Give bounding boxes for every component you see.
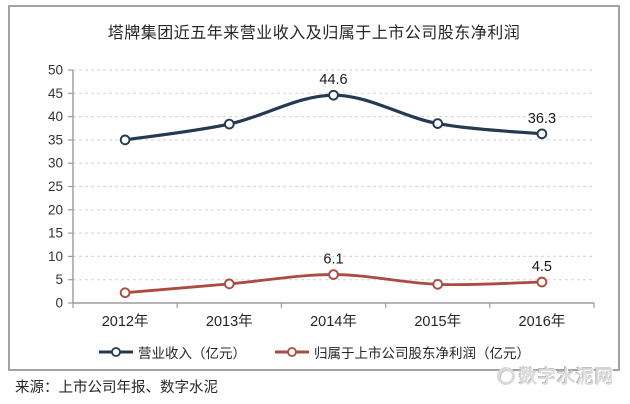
watermark-text: 数字水泥网 <box>519 367 614 387</box>
data-point <box>536 128 548 140</box>
legend-item-net-profit: 归属于上市公司股东净利润（亿元） <box>274 342 530 362</box>
y-tick-label: 30 <box>48 156 63 171</box>
y-tick-label: 40 <box>48 109 63 124</box>
y-tick-label: 10 <box>48 249 63 264</box>
data-point <box>432 118 444 129</box>
data-point <box>432 279 444 290</box>
data-point-label: 44.6 <box>319 72 347 88</box>
chart-legend: 营业收入（亿元） 归属于上市公司股东净利润（亿元） <box>8 341 620 363</box>
data-point-label: 4.5 <box>532 259 552 275</box>
data-point-label: 6.1 <box>323 252 343 268</box>
y-tick-label: 35 <box>48 132 63 147</box>
x-axis-label: 2013年 <box>206 313 253 330</box>
data-point <box>223 278 235 290</box>
y-tick-label: 20 <box>48 202 63 217</box>
series-line-0 <box>123 93 544 142</box>
data-point <box>328 89 339 101</box>
y-tick-label: 50 <box>48 63 63 78</box>
y-tick-label: 25 <box>48 179 63 194</box>
data-point <box>119 287 131 299</box>
digital-cement-logo-icon <box>497 367 515 385</box>
chart-title: 塔牌集团近五年来营业收入及归属于上市公司股东净利润 <box>107 25 521 42</box>
source-text: 来源：上市公司年报、数字水泥 <box>15 380 218 396</box>
legend-marker-line-icon <box>275 347 309 357</box>
x-axis-label: 2015年 <box>414 313 461 330</box>
watermark: 数字水泥网 <box>497 363 614 389</box>
data-point <box>223 118 235 130</box>
legend-label-net-profit: 归属于上市公司股东净利润（亿元） <box>314 346 530 361</box>
x-axis-label: 2014年 <box>310 313 357 330</box>
y-tick-label: 5 <box>55 272 63 287</box>
y-tick-label: 0 <box>55 296 63 311</box>
x-axis-label: 2012年 <box>102 313 149 330</box>
y-tick-label: 45 <box>48 86 63 101</box>
legend-item-revenue: 营业收入（亿元） <box>98 342 246 362</box>
data-point <box>328 269 339 280</box>
x-axis-label: 2016年 <box>519 313 566 330</box>
legend-marker-line-icon <box>99 347 133 357</box>
data-point <box>536 276 548 288</box>
y-tick-label: 15 <box>48 226 63 241</box>
chart-border-frame <box>8 5 620 371</box>
legend-label-revenue: 营业收入（亿元） <box>138 346 246 361</box>
data-point <box>119 134 131 146</box>
data-point-label: 36.3 <box>528 111 556 127</box>
